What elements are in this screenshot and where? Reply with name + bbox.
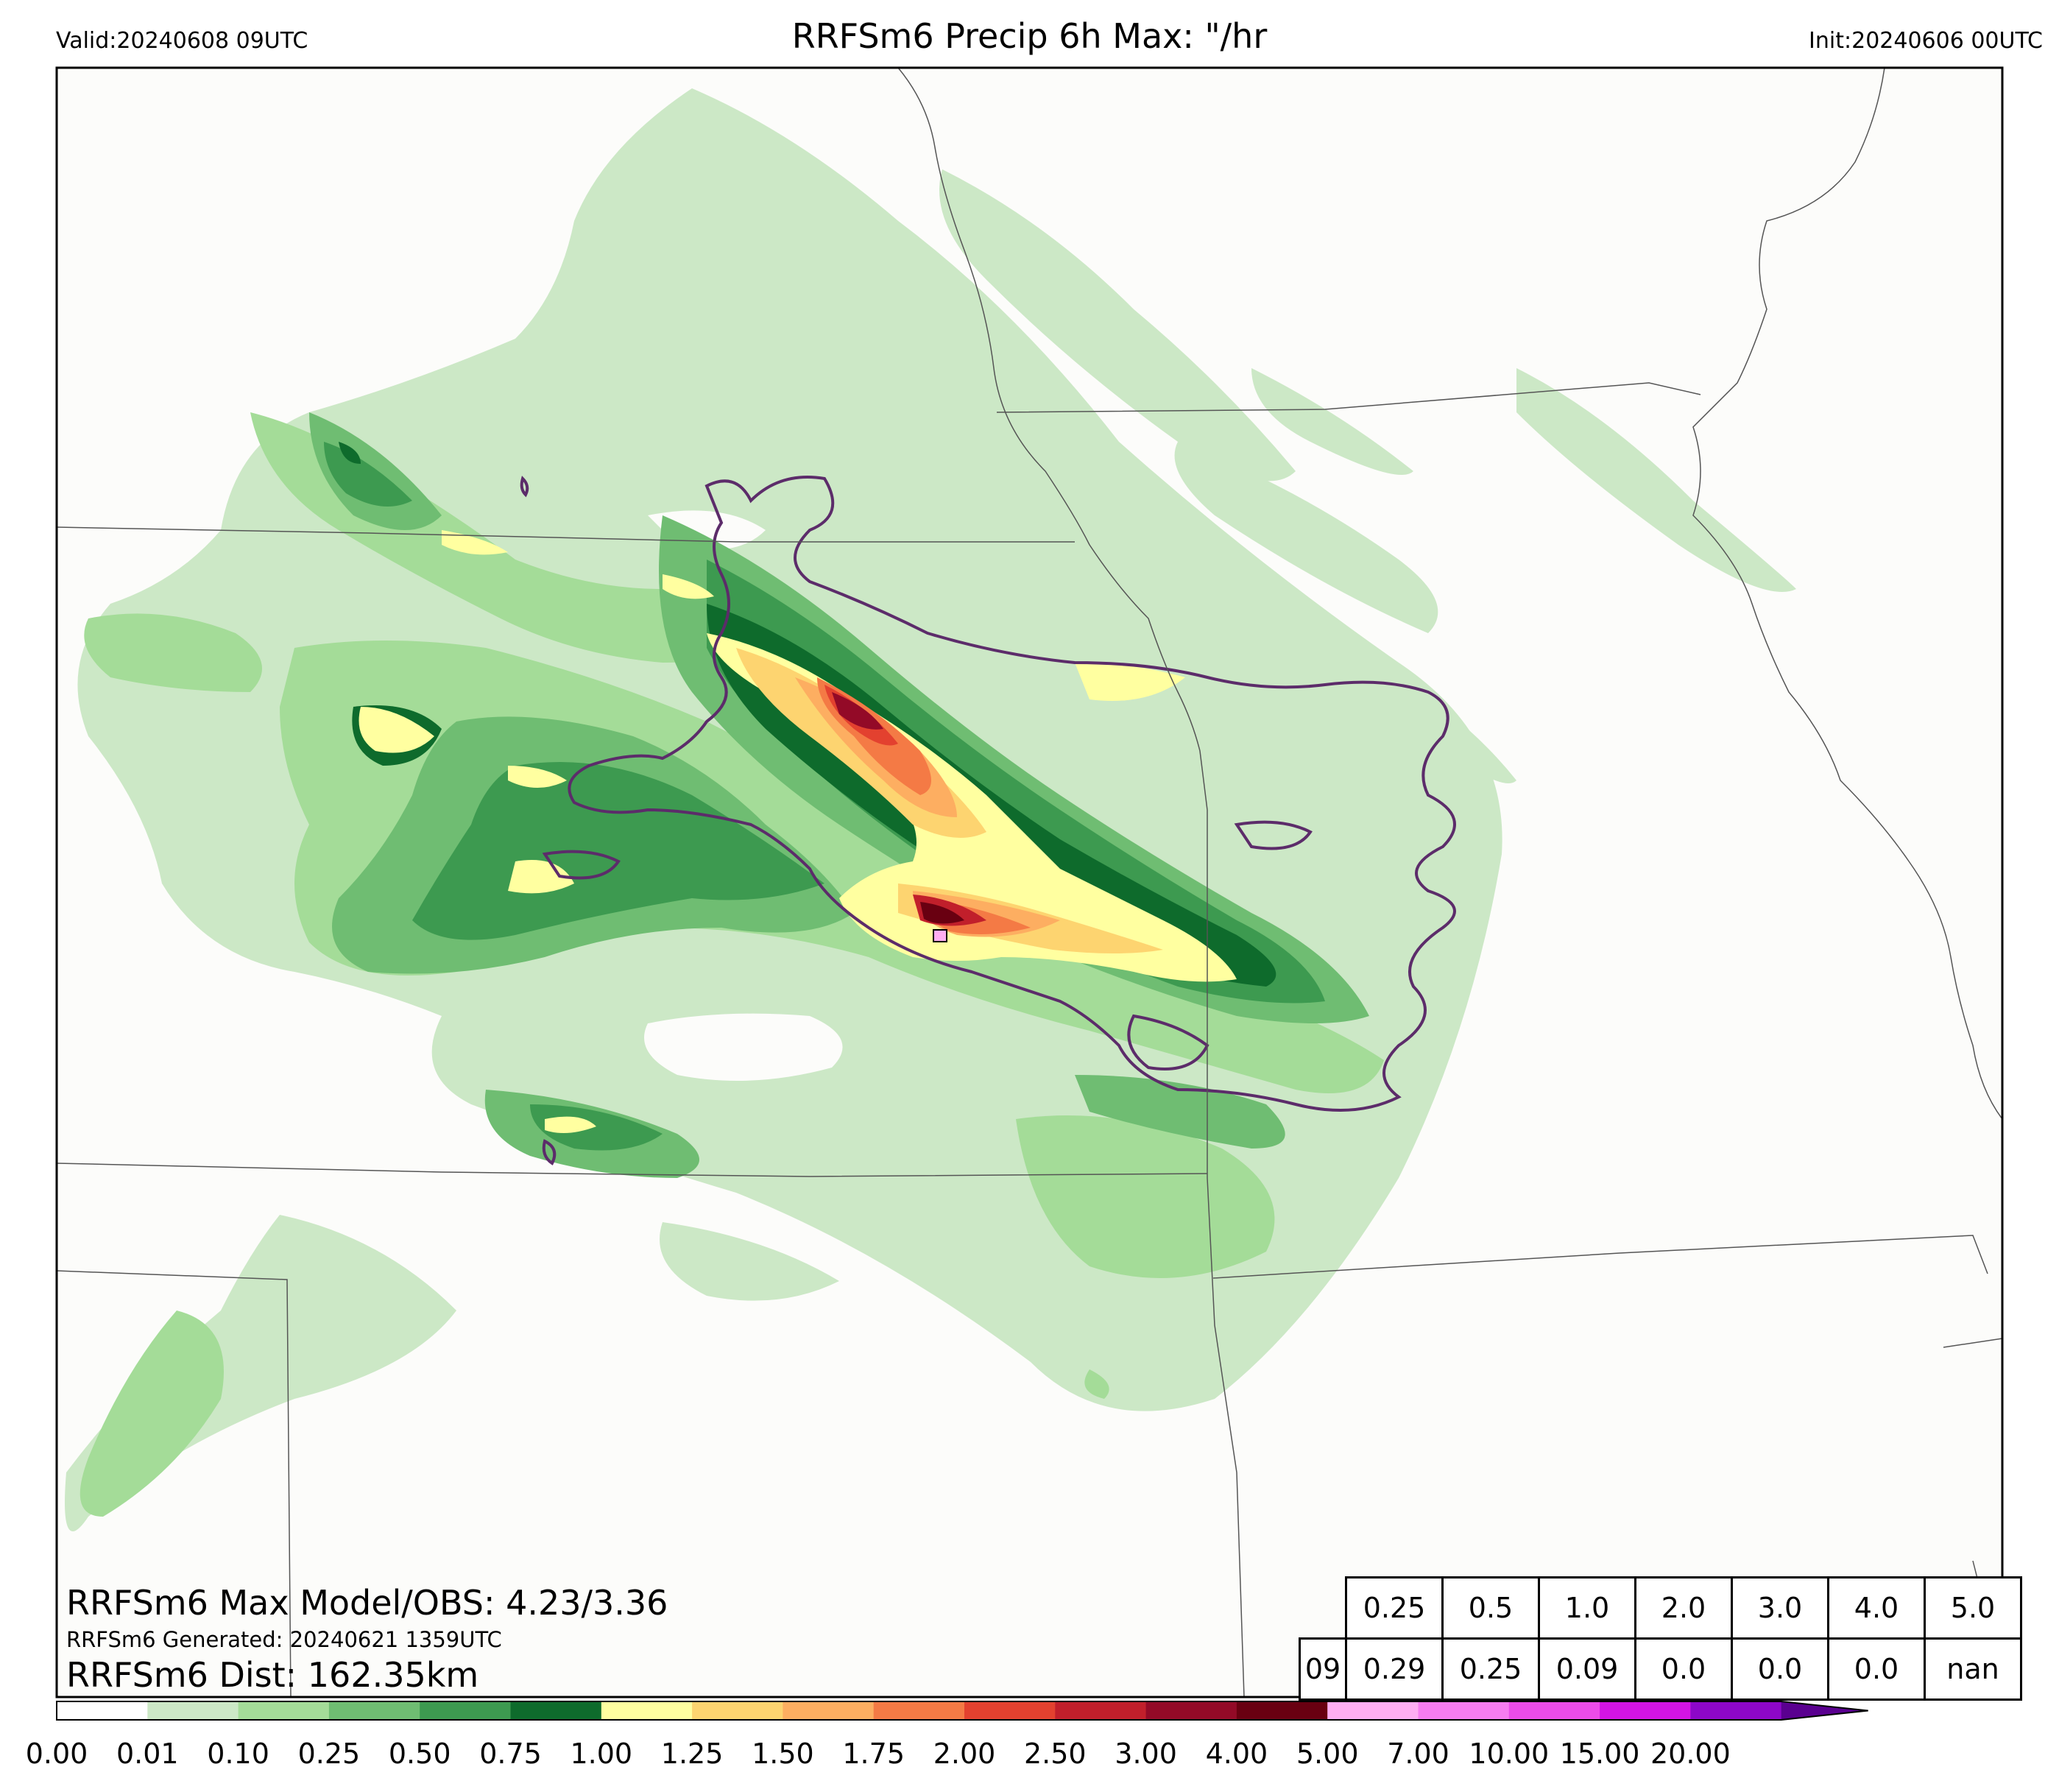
colorbar-segment xyxy=(873,1701,965,1720)
threshold-table: 0.25 0.5 1.0 2.0 3.0 4.0 5.0 09 0.29 0.2… xyxy=(1299,1576,2022,1701)
colorbar-tick-label: 1.25 xyxy=(660,1738,724,1770)
value-cell: 0.0 xyxy=(1731,1637,1829,1701)
colorbar-tick-label: 0.50 xyxy=(388,1738,451,1770)
chart-title: RRFSm6 Precip 6h Max: "/hr xyxy=(791,16,1268,56)
colorbar-segment xyxy=(964,1701,1056,1720)
colorbar-tick-label: 1.50 xyxy=(752,1738,814,1770)
colorbar-segment xyxy=(1145,1701,1237,1720)
precip-field xyxy=(65,88,1796,1531)
colorbar-segment xyxy=(510,1701,602,1720)
colorbar-tick-label: 0.25 xyxy=(297,1738,361,1770)
colorbar-tick-label: 1.00 xyxy=(570,1738,633,1770)
threshold-cell: 2.0 xyxy=(1634,1576,1733,1640)
colorbar-segment xyxy=(1418,1701,1510,1720)
max-model-obs-stat: RRFSm6 Max Model/OBS: 4.23/3.36 xyxy=(66,1583,668,1623)
threshold-cell: 0.5 xyxy=(1441,1576,1540,1640)
colorbar-segment xyxy=(420,1701,512,1720)
threshold-cell: 4.0 xyxy=(1827,1576,1926,1640)
colorbar-tick-label: 0.01 xyxy=(116,1738,179,1770)
colorbar xyxy=(56,1701,1868,1721)
table-row: 09 0.29 0.25 0.09 0.0 0.0 0.0 nan xyxy=(1299,1637,2022,1701)
colorbar-segment xyxy=(1600,1701,1691,1720)
colorbar-tick-label: 3.00 xyxy=(1115,1738,1177,1770)
colorbar-tick-label: 1.75 xyxy=(842,1738,905,1770)
colorbar-segment xyxy=(1327,1701,1419,1720)
colorbar-segment xyxy=(1690,1701,1782,1720)
value-cell: 0.0 xyxy=(1827,1637,1926,1701)
state-boundaries xyxy=(57,68,2002,1697)
colorbar-tick-label: 15.00 xyxy=(1559,1738,1640,1770)
colorbar-segment xyxy=(238,1701,330,1720)
colorbar-tick-label: 0.10 xyxy=(207,1738,269,1770)
colorbar-segment xyxy=(328,1701,420,1720)
colorbar-segment xyxy=(147,1701,239,1720)
distance-stat: RRFSm6 Dist: 162.35km xyxy=(66,1655,479,1695)
colorbar-segment xyxy=(1508,1701,1600,1720)
generated-stat: RRFSm6 Generated: 20240621 1359UTC xyxy=(66,1627,502,1652)
colorbar-segment xyxy=(601,1701,693,1720)
value-cell: 0.09 xyxy=(1538,1637,1636,1701)
colorbar-tick-label: 10.00 xyxy=(1469,1738,1550,1770)
colorbar-tick-label: 0.75 xyxy=(479,1738,542,1770)
value-cell: nan xyxy=(1924,1637,2022,1701)
valid-time-label: Valid:20240608 09UTC xyxy=(56,28,308,54)
hour-label-cell: 09 xyxy=(1299,1637,1347,1701)
colorbar-segment xyxy=(783,1701,875,1720)
colorbar-tick-label: 7.00 xyxy=(1387,1738,1449,1770)
threshold-cell: 3.0 xyxy=(1731,1576,1829,1640)
value-cell: 0.29 xyxy=(1345,1637,1444,1701)
colorbar-tick-label: 2.50 xyxy=(1023,1738,1087,1770)
threshold-header-row: 0.25 0.5 1.0 2.0 3.0 4.0 5.0 xyxy=(1300,1576,2022,1640)
colorbar-segment xyxy=(692,1701,783,1720)
colorbar-tick-label: 0.00 xyxy=(25,1738,88,1770)
threshold-cell: 1.0 xyxy=(1538,1576,1636,1640)
colorbar-extend-arrow xyxy=(1781,1701,1868,1720)
colorbar-segment xyxy=(1055,1701,1147,1720)
value-cell: 0.0 xyxy=(1634,1637,1733,1701)
colorbar-segment xyxy=(1236,1701,1328,1720)
colorbar-tick-label: 20.00 xyxy=(1650,1738,1731,1770)
table-corner xyxy=(1300,1578,1346,1639)
map-frame xyxy=(55,66,2004,1698)
value-cell: 0.25 xyxy=(1441,1637,1540,1701)
colorbar-tick-label: 2.00 xyxy=(933,1738,996,1770)
threshold-cell: 0.25 xyxy=(1345,1576,1444,1640)
colorbar-segment xyxy=(57,1701,148,1720)
threshold-cell: 5.0 xyxy=(1924,1576,2022,1640)
init-time-label: Init:20240606 00UTC xyxy=(1809,28,2043,54)
colorbar-tick-label: 4.00 xyxy=(1205,1738,1268,1770)
colorbar-outline xyxy=(56,1701,1868,1721)
colorbar-tick-label: 5.00 xyxy=(1296,1738,1359,1770)
